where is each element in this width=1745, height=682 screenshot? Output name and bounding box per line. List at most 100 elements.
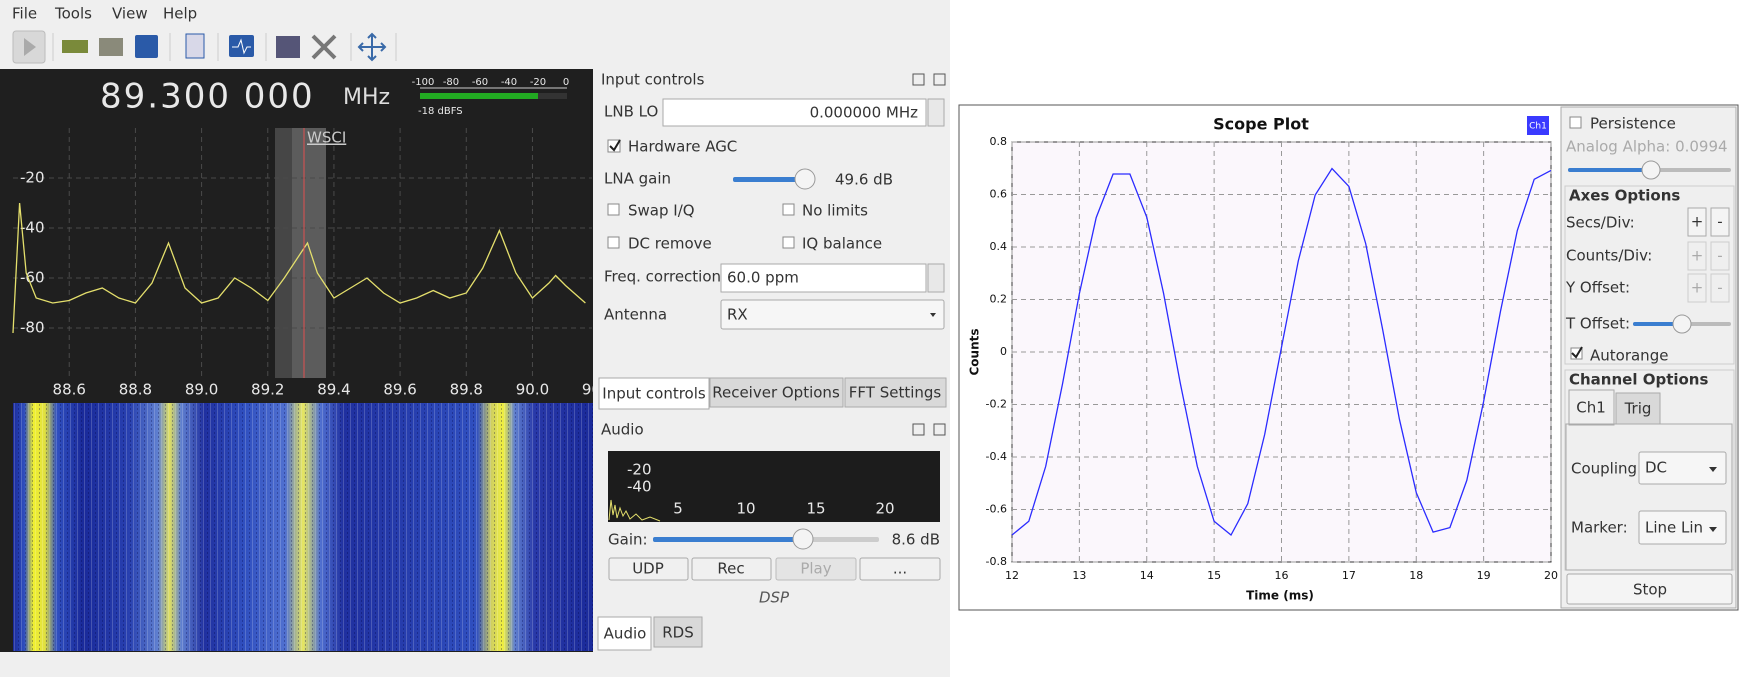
audio-y-label: -40 (627, 478, 652, 496)
level-meter-label: -100 (412, 77, 435, 88)
x-tick-label: 88.6 (53, 381, 86, 399)
bookmark-button[interactable] (186, 34, 204, 58)
field-value: 49.6 dB (835, 171, 893, 189)
x-tick-label: 88.8 (119, 381, 152, 399)
spinner[interactable] (928, 99, 944, 126)
checkbox[interactable] (608, 237, 619, 248)
button-label: Play (800, 560, 831, 578)
slider-handle[interactable] (795, 169, 815, 189)
x-tick-label: 89.0 (185, 381, 218, 399)
y-tick-label: 0.6 (990, 188, 1008, 201)
save-button[interactable] (135, 35, 158, 58)
checkbox[interactable] (783, 237, 794, 248)
x-tick-label: 17 (1342, 569, 1356, 582)
coupling-value: DC (1645, 459, 1667, 477)
y-tick-label: -0.6 (986, 503, 1007, 516)
row-label: T Offset: (1565, 315, 1630, 333)
tab-label: Ch1 (1576, 399, 1606, 417)
filter-band-inner (292, 128, 326, 378)
spinner[interactable] (928, 264, 944, 292)
y-tick-label: -40 (20, 219, 45, 237)
waterfall-texture (13, 403, 593, 651)
audio-x-label: 5 (673, 500, 683, 518)
channel-badge-label: Ch1 (1529, 122, 1547, 132)
menu-item[interactable]: Help (163, 5, 197, 23)
station-label[interactable]: WSCI (307, 129, 346, 147)
remote-button[interactable] (276, 36, 300, 58)
y-tick-label: -80 (20, 319, 45, 337)
row-label: Marker: (1571, 519, 1628, 537)
y-tick-label: -0.4 (986, 450, 1007, 463)
freq-correction-value: 60.0 ppm (727, 269, 799, 287)
level-meter-label: 0 (563, 77, 569, 88)
checkbox[interactable] (783, 204, 794, 215)
level-meter-label: -40 (501, 77, 517, 88)
button-label: UDP (632, 560, 664, 578)
field-label: Freq. correction (604, 268, 721, 286)
checkbox-label: DC remove (628, 235, 712, 253)
group-title: Axes Options (1569, 187, 1680, 205)
audio-x-label: 20 (875, 500, 894, 518)
menu-item[interactable]: File (12, 5, 37, 23)
level-meter-label: -60 (472, 77, 488, 88)
stop-label: Stop (1633, 581, 1667, 599)
marker-value: Line Lin (1645, 519, 1703, 537)
menu-item[interactable]: Tools (54, 5, 92, 23)
fft-button[interactable] (229, 35, 254, 57)
row-label: Counts/Div: (1566, 247, 1652, 265)
y-tick-label: 0.8 (990, 135, 1008, 148)
panel-title: Audio (601, 421, 644, 439)
open-button[interactable] (99, 38, 123, 56)
x-tick-label: 15 (1207, 569, 1221, 582)
antenna-value: RX (727, 306, 748, 324)
y-tick-label: -0.8 (986, 555, 1007, 568)
level-meter-label: -80 (443, 77, 459, 88)
scope-plot: 0.80.60.40.20-0.2-0.4-0.6-0.812131415161… (986, 135, 1558, 582)
y-tick-label: 0 (1000, 345, 1007, 358)
checkbox[interactable] (608, 204, 619, 215)
audio-x-label: 15 (806, 500, 825, 518)
checkbox-label: Persistence (1590, 115, 1676, 133)
device-button[interactable] (62, 40, 88, 53)
level-meter-reading: -18 dBFS (418, 106, 463, 117)
tab-label: Input controls (602, 385, 706, 403)
plus-label: + (1691, 247, 1704, 265)
slider-handle[interactable] (1642, 161, 1660, 179)
x-tick-label: 19 (1477, 569, 1491, 582)
level-meter-bar (420, 93, 538, 99)
minus-label: - (1717, 247, 1722, 265)
checkbox[interactable] (1570, 117, 1581, 128)
frequency-unit: MHz (343, 85, 390, 110)
y-axis-label: Counts (968, 328, 982, 375)
tab-label: Trig (1624, 400, 1652, 418)
x-tick-label: 89.6 (383, 381, 416, 399)
x-tick-label: 89.2 (251, 381, 284, 399)
button-label: Rec (717, 560, 744, 578)
dsp-label: DSP (759, 589, 790, 607)
x-tick-label: 14 (1140, 569, 1154, 582)
checkbox-label: Hardware AGC (628, 138, 737, 156)
y-tick-label: -20 (20, 169, 45, 187)
x-tick-label: 89.4 (317, 381, 350, 399)
y-tick-label: -0.2 (986, 398, 1007, 411)
field-label: Antenna (604, 306, 667, 324)
plus-label: + (1691, 213, 1704, 231)
y-tick-label: 0.2 (990, 293, 1008, 306)
analog-alpha: Analog Alpha: 0.0994 (1566, 138, 1728, 156)
slider-handle[interactable] (1673, 315, 1691, 333)
y-tick-label: 0.4 (990, 240, 1008, 253)
menu-item[interactable]: View (112, 5, 148, 23)
antenna-combo[interactable] (721, 300, 944, 329)
slider-handle[interactable] (793, 529, 813, 549)
row-label: Secs/Div: (1566, 214, 1635, 232)
field-label: Gain: (608, 531, 648, 549)
panel-title: Input controls (601, 71, 705, 89)
frequency-display[interactable]: 89.300 000 (100, 77, 315, 117)
level-meter-label: -20 (530, 77, 546, 88)
group-title: Channel Options (1569, 371, 1708, 389)
y-tick-label: -60 (20, 269, 45, 287)
field-value: 8.6 dB (892, 531, 940, 549)
x-tick-label: 89.8 (450, 381, 483, 399)
slider-track (733, 177, 805, 182)
